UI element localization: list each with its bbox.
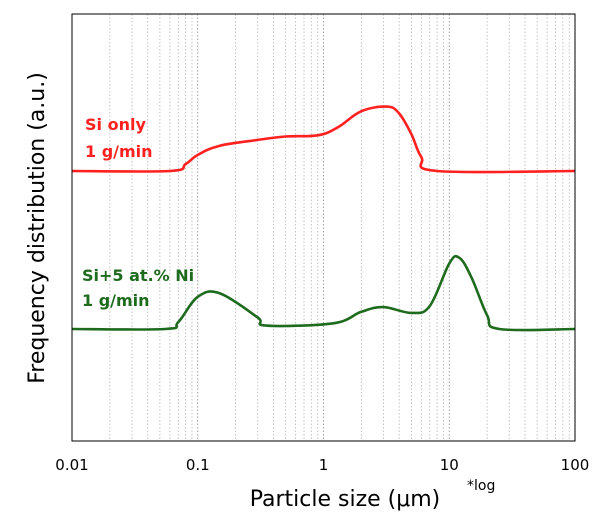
series-label-line: 1 g/min xyxy=(85,142,153,161)
y-axis-title: Frequency distribution (a.u.) xyxy=(25,72,50,384)
grid-lines xyxy=(109,14,570,441)
series-label-si-ni: Si+5 at.% Ni 1 g/min xyxy=(82,266,194,310)
x-tick-label: 0.01 xyxy=(55,456,88,474)
x-tick-label: 10 xyxy=(440,456,459,474)
series-label-line: Si+5 at.% Ni xyxy=(82,266,194,285)
series-label-line: 1 g/min xyxy=(82,291,150,310)
x-axis-scale-note: *log xyxy=(467,478,495,494)
x-tick-label: 0.1 xyxy=(186,456,210,474)
series-line-si-only xyxy=(71,105,576,174)
x-tick-label: 1 xyxy=(319,456,329,474)
x-axis-title: Particle size (μm) xyxy=(250,487,441,512)
data-curves xyxy=(71,105,576,332)
series-line-si-ni xyxy=(71,254,576,332)
series-label-line: Si only xyxy=(85,115,146,134)
plot-frame xyxy=(71,13,576,442)
x-tick-label: 100 xyxy=(561,456,590,474)
x-tick-labels: 0.01 0.1 1 10 100 xyxy=(55,456,589,474)
series-label-si-only: Si only 1 g/min xyxy=(85,115,153,161)
